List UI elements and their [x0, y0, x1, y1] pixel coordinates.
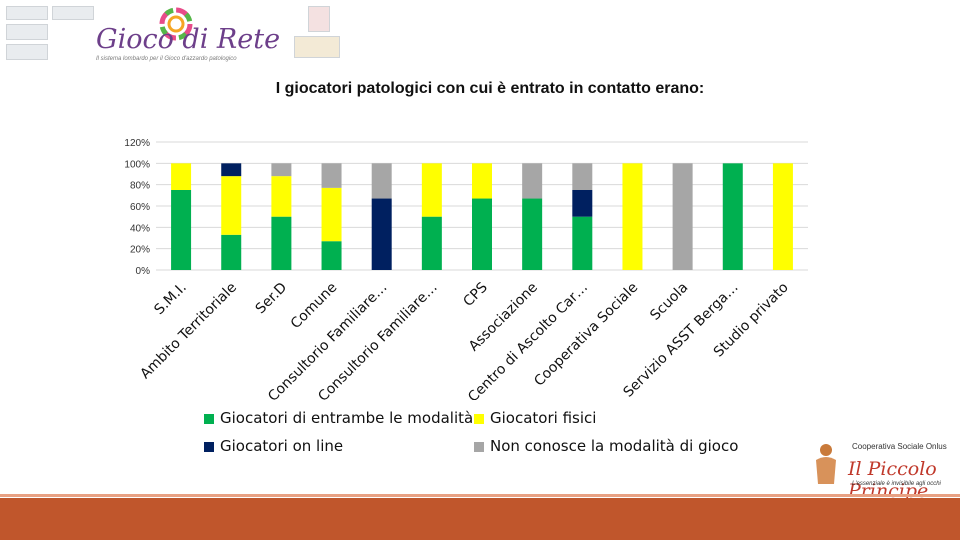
brand-title: Gioco di Rete — [96, 24, 281, 55]
legend-label: Giocatori di entrambe le modalità — [220, 409, 474, 427]
bar-segment — [271, 176, 292, 217]
bar-segment — [371, 163, 392, 199]
y-tick-label: 80% — [130, 181, 150, 192]
bar-segment — [572, 190, 593, 217]
bar-segment — [472, 163, 492, 199]
legend-label: Giocatori on line — [220, 437, 344, 455]
gioco-di-rete-logo-icon — [159, 7, 193, 41]
bar-segment — [421, 163, 442, 217]
x-tick-label: CPS — [460, 279, 491, 310]
bar-segment — [271, 163, 292, 177]
legend-item-entrambe: Giocatori di entrambe le modalità — [204, 409, 473, 427]
bar-segment — [522, 198, 543, 270]
y-tick-label: 120% — [124, 138, 150, 149]
legend-item-non-conosce: Non conosce la modalità di gioco — [474, 437, 738, 455]
y-tick-label: 20% — [130, 245, 150, 256]
partner-logo-4 — [6, 44, 48, 60]
y-tick-label: 40% — [130, 223, 150, 234]
chart-title: I giocatori patologici con cui è entrato… — [275, 80, 705, 97]
y-tick-label: 0% — [136, 266, 151, 277]
legend-item-fisici: Giocatori fisici — [474, 409, 596, 427]
bar-segment — [271, 216, 292, 270]
legend-swatch — [204, 441, 214, 452]
x-tick-label: Ambito Territoriale — [137, 280, 240, 383]
bar-segment — [472, 198, 492, 270]
y-tick-label: 100% — [124, 159, 150, 170]
partner-logo-5 — [308, 6, 330, 32]
x-tick-label: S.M.I. — [151, 280, 190, 319]
bar-segment — [572, 216, 593, 270]
org-tagline: L'essenziale è invisibile agli occhi — [852, 481, 941, 487]
partner-logo-2 — [52, 6, 94, 20]
bar-segment — [421, 216, 442, 270]
legend-swatch — [204, 413, 214, 424]
x-tick-label: Comune — [288, 280, 341, 333]
bar-segment — [321, 241, 342, 270]
legend-label: Giocatori fisici — [490, 409, 597, 427]
legend-swatch — [474, 413, 484, 424]
legend-item-online: Giocatori on line — [204, 437, 343, 455]
x-tick-label: Scuola — [647, 280, 691, 324]
bar-segment — [772, 163, 793, 270]
brand-subtitle: Il sistema lombardo per il Gioco d'azzar… — [96, 56, 237, 62]
bar-segment — [321, 163, 342, 188]
bar-segment — [522, 163, 543, 199]
bar-segment — [221, 163, 242, 177]
bar-segment — [171, 163, 192, 190]
legend-label: Non conosce la modalità di gioco — [490, 437, 739, 455]
org-label: Cooperativa Sociale Onlus — [852, 442, 947, 451]
partner-logo-6 — [294, 36, 340, 58]
y-tick-label: 60% — [130, 202, 150, 213]
stacked-bar-chart: 0% 20% 40% 60% 80% 100% 120% S.M.I.Ambito Terri… — [124, 138, 808, 400]
partner-logo-3 — [6, 24, 48, 40]
bar-segment — [622, 163, 643, 270]
footer-bar — [0, 498, 960, 540]
bar-segment — [321, 187, 342, 242]
legend-swatch — [474, 441, 484, 452]
footer-divider — [0, 494, 960, 497]
bar-segment — [171, 190, 192, 270]
bar-segment — [221, 176, 242, 235]
bar-segment — [572, 163, 593, 190]
piccolo-principe-logo-icon — [816, 444, 836, 484]
bar-segment — [722, 163, 743, 270]
x-tick-label: Cooperativa Sociale — [531, 280, 641, 390]
bar-segment — [221, 234, 242, 270]
partner-logo-1 — [6, 6, 48, 20]
bar-segment — [371, 198, 392, 270]
x-tick-label: Ser.D — [253, 280, 291, 318]
bar-segment — [672, 163, 693, 270]
